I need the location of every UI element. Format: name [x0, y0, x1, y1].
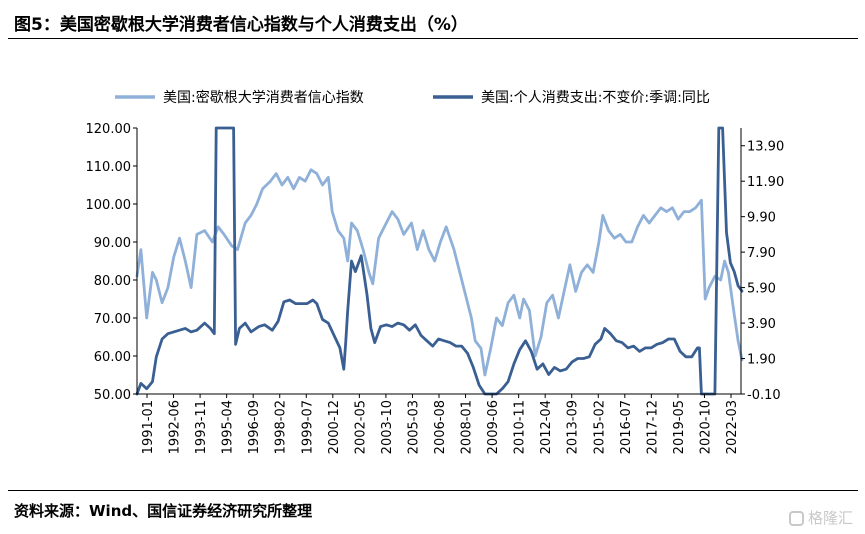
series-line-pce-yoy [135, 126, 744, 396]
x-tick-label: 1991-01 [141, 400, 156, 454]
y-right-tick-label: 9.90 [747, 211, 776, 226]
y-left-tick-label: 120.00 [86, 122, 132, 137]
y-left-tick-label: 100.00 [86, 198, 132, 213]
x-tick-label: 2012-04 [539, 400, 554, 454]
y-left-tick-label: 70.00 [94, 312, 131, 327]
x-tick-label: 2006-08 [433, 400, 448, 454]
y-right-tick-label: 11.90 [747, 175, 784, 190]
x-tick-label: 2016-07 [619, 400, 634, 454]
watermark: 格隆汇 [788, 507, 853, 528]
x-tick-label: 2000-12 [327, 400, 342, 454]
x-tick-label: 2009-06 [486, 400, 501, 454]
x-tick-label: 1996-09 [247, 400, 262, 454]
y-right-tick-label: -0.10 [747, 388, 781, 403]
y-right-tick-label: 3.90 [747, 317, 776, 332]
series-layer [135, 126, 744, 396]
x-tick-label: 2003-10 [380, 400, 395, 454]
legend-label: 美国:密歇根大学消费者信心指数 [163, 89, 364, 106]
x-tick-label: 2022-03 [725, 400, 740, 454]
y-right-tick-label: 13.90 [747, 140, 784, 155]
x-tick-label: 2002-05 [353, 400, 368, 454]
y-left-tick-label: 80.00 [94, 274, 131, 289]
x-tick-label: 2008-01 [460, 400, 475, 454]
x-tick-label: 1993-11 [194, 400, 209, 454]
source-rule [8, 490, 858, 491]
x-tick-label: 1998-02 [274, 400, 289, 454]
y-left-tick-label: 60.00 [94, 350, 131, 365]
y-right-tick-label: 5.90 [747, 282, 776, 297]
y-left-tick-label: 90.00 [94, 236, 131, 251]
x-tick-label: 2020-10 [698, 400, 713, 454]
legend: 美国:密歇根大学消费者信心指数 美国:个人消费支出:不变价:季调:同比 [115, 89, 710, 106]
y-right-tick-label: 1.90 [747, 353, 776, 368]
series-line-consumer-sentiment [135, 168, 744, 377]
figure-title: 图5：美国密歇根大学消费者信心指数与个人消费支出（%） [14, 15, 468, 35]
x-tick-label: 2013-09 [566, 400, 581, 454]
source-note: 资料来源：Wind、国信证券经济研究所整理 [14, 502, 313, 520]
y-left-tick-label: 50.00 [94, 388, 131, 403]
y-right-tick-label: 7.90 [747, 246, 776, 261]
axes-layer: 50.00 60.00 70.00 80.00 90.00 100.00 110.00 120… [86, 122, 785, 454]
x-tick-label: 1999-07 [300, 400, 315, 454]
x-tick-label: 1992-06 [168, 400, 183, 454]
title-rule [8, 38, 858, 39]
x-tick-label: 2015-02 [592, 400, 607, 454]
y-left-tick-label: 110.00 [86, 160, 132, 175]
x-tick-label: 1995-04 [221, 400, 236, 454]
watermark-logo-icon [788, 511, 804, 526]
x-tick-label: 2005-03 [406, 400, 421, 454]
x-tick-label: 2017-12 [645, 400, 660, 454]
x-tick-label: 2019-05 [672, 400, 687, 454]
x-tick-label: 2010-11 [513, 400, 528, 454]
watermark-text: 格隆汇 [807, 509, 853, 527]
legend-label: 美国:个人消费支出:不变价:季调:同比 [481, 90, 710, 106]
